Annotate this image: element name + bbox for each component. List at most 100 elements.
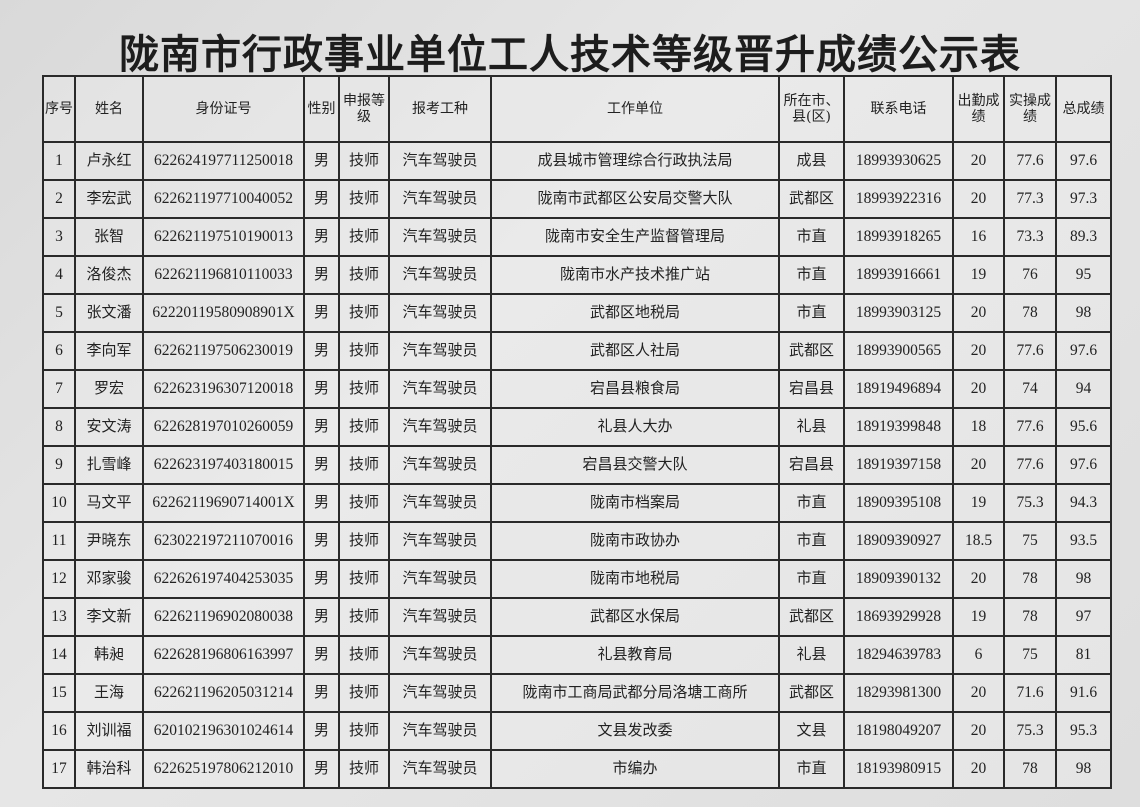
cell-gender: 男 [303,521,340,561]
cell-phone: 18993916661 [843,255,954,295]
table-row: 10 马文平 62262119690714001X 男技师 汽车驾驶员 陇南市档案局 市直 1… [42,483,1112,523]
cell-practical-score: 71.6 [1003,673,1057,713]
cell-attendance-score: 20 [952,559,1005,599]
table-row: 3 张智 622621197510190013 男技师 汽车驾驶员 陇南市安全生产监督管理… [42,217,1112,257]
cell-work-unit: 市编办 [490,749,780,789]
cell-attendance-score: 18 [952,407,1005,447]
cell-work-unit: 武都区人社局 [490,331,780,371]
document-title: 陇南市行政事业单位工人技术等级晋升成绩公示表 [119,31,1021,78]
cell-name: 刘训福 [74,711,144,751]
cell-job-type: 汽车驾驶员 [388,293,492,333]
cell-attendance-score: 20 [952,141,1005,181]
column-header-level: 申报等级 [338,75,390,143]
cell-level: 技师 [338,559,390,599]
cell-gender: 男 [303,331,340,371]
cell-seq: 4 [42,255,76,295]
cell-job-type: 汽车驾驶员 [388,597,492,637]
cell-practical-score: 78 [1003,597,1057,637]
cell-job-type: 汽车驾驶员 [388,369,492,409]
table-row: 2 李宏武 622621197710040052 男技师 汽车驾驶员 陇南市武都区公安局交… [42,179,1112,219]
cell-gender: 男 [303,407,340,447]
cell-work-unit: 礼县人大办 [490,407,780,447]
cell-level: 技师 [338,483,390,523]
column-header-total-score: 总成绩 [1055,75,1112,143]
cell-total-score: 95 [1055,255,1112,295]
cell-seq: 9 [42,445,76,485]
cell-attendance-score: 19 [952,255,1005,295]
cell-attendance-score: 19 [952,483,1005,523]
cell-id-number: 622621197710040052 [142,179,305,219]
cell-name: 马文平 [74,483,144,523]
cell-district: 市直 [778,483,845,523]
cell-work-unit: 陇南市武都区公安局交警大队 [490,179,780,219]
column-header-practical-score: 实操成绩 [1003,75,1057,143]
cell-name: 韩治科 [74,749,144,789]
cell-district: 宕昌县 [778,369,845,409]
cell-level: 技师 [338,673,390,713]
cell-id-number: 622621196902080038 [142,597,305,637]
cell-seq: 1 [42,141,76,181]
cell-phone: 18993918265 [843,217,954,257]
cell-phone: 18919399848 [843,407,954,447]
column-header-phone: 联系电话 [843,75,954,143]
cell-phone: 18909390132 [843,559,954,599]
cell-id-number: 622625197806212010 [142,749,305,789]
cell-district: 市直 [778,217,845,257]
cell-practical-score: 77.3 [1003,179,1057,219]
cell-job-type: 汽车驾驶员 [388,255,492,295]
cell-id-number: 620102196301024614 [142,711,305,751]
cell-practical-score: 73.3 [1003,217,1057,257]
cell-name: 尹晓东 [74,521,144,561]
cell-seq: 7 [42,369,76,409]
cell-attendance-score: 20 [952,179,1005,219]
table-row: 12 邓家骏 622626197404253035 男技师 汽车驾驶员 陇南市地税局 市直 1… [42,559,1112,599]
cell-job-type: 汽车驾驶员 [388,521,492,561]
cell-id-number: 622621196205031214 [142,673,305,713]
cell-district: 市直 [778,521,845,561]
cell-total-score: 94.3 [1055,483,1112,523]
cell-name: 韩昶 [74,635,144,675]
cell-id-number: 623022197211070016 [142,521,305,561]
cell-work-unit: 陇南市档案局 [490,483,780,523]
cell-attendance-score: 16 [952,217,1005,257]
cell-total-score: 97.3 [1055,179,1112,219]
cell-id-number: 622621197510190013 [142,217,305,257]
cell-work-unit: 宕昌县交警大队 [490,445,780,485]
cell-job-type: 汽车驾驶员 [388,711,492,751]
cell-gender: 男 [303,597,340,637]
cell-practical-score: 77.6 [1003,141,1057,181]
cell-id-number: 62262119690714001X [142,483,305,523]
cell-id-number: 622628197010260059 [142,407,305,447]
cell-level: 技师 [338,635,390,675]
cell-total-score: 95.3 [1055,711,1112,751]
cell-total-score: 98 [1055,749,1112,789]
table-header-row: 序号 姓名 身份证号 性别 申报等级 报考工种 工作单位 所在市、县(区) 联系电话 出勤成绩 实操… [42,75,1112,143]
cell-attendance-score: 19 [952,597,1005,637]
cell-practical-score: 74 [1003,369,1057,409]
cell-gender: 男 [303,749,340,789]
cell-job-type: 汽车驾驶员 [388,407,492,447]
cell-attendance-score: 18.5 [952,521,1005,561]
cell-name: 卢永红 [74,141,144,181]
cell-seq: 6 [42,331,76,371]
cell-attendance-score: 20 [952,445,1005,485]
cell-total-score: 97 [1055,597,1112,637]
cell-level: 技师 [338,749,390,789]
cell-gender: 男 [303,255,340,295]
column-header-seq: 序号 [42,75,76,143]
cell-district: 武都区 [778,331,845,371]
cell-job-type: 汽车驾驶员 [388,179,492,219]
table-row: 6 李向军 622621197506230019 男技师 汽车驾驶员 武都区人社局 武都区 1… [42,331,1112,371]
cell-total-score: 89.3 [1055,217,1112,257]
cell-gender: 男 [303,141,340,181]
cell-job-type: 汽车驾驶员 [388,217,492,257]
cell-total-score: 98 [1055,293,1112,333]
cell-id-number: 62220119580908901X [142,293,305,333]
cell-gender: 男 [303,711,340,751]
table-row: 7 罗宏 622623196307120018 男技师 汽车驾驶员 宕昌县粮食局 宕昌县 18… [42,369,1112,409]
cell-level: 技师 [338,445,390,485]
cell-work-unit: 陇南市水产技术推广站 [490,255,780,295]
column-header-id-number: 身份证号 [142,75,305,143]
cell-job-type: 汽车驾驶员 [388,749,492,789]
cell-phone: 18993930625 [843,141,954,181]
